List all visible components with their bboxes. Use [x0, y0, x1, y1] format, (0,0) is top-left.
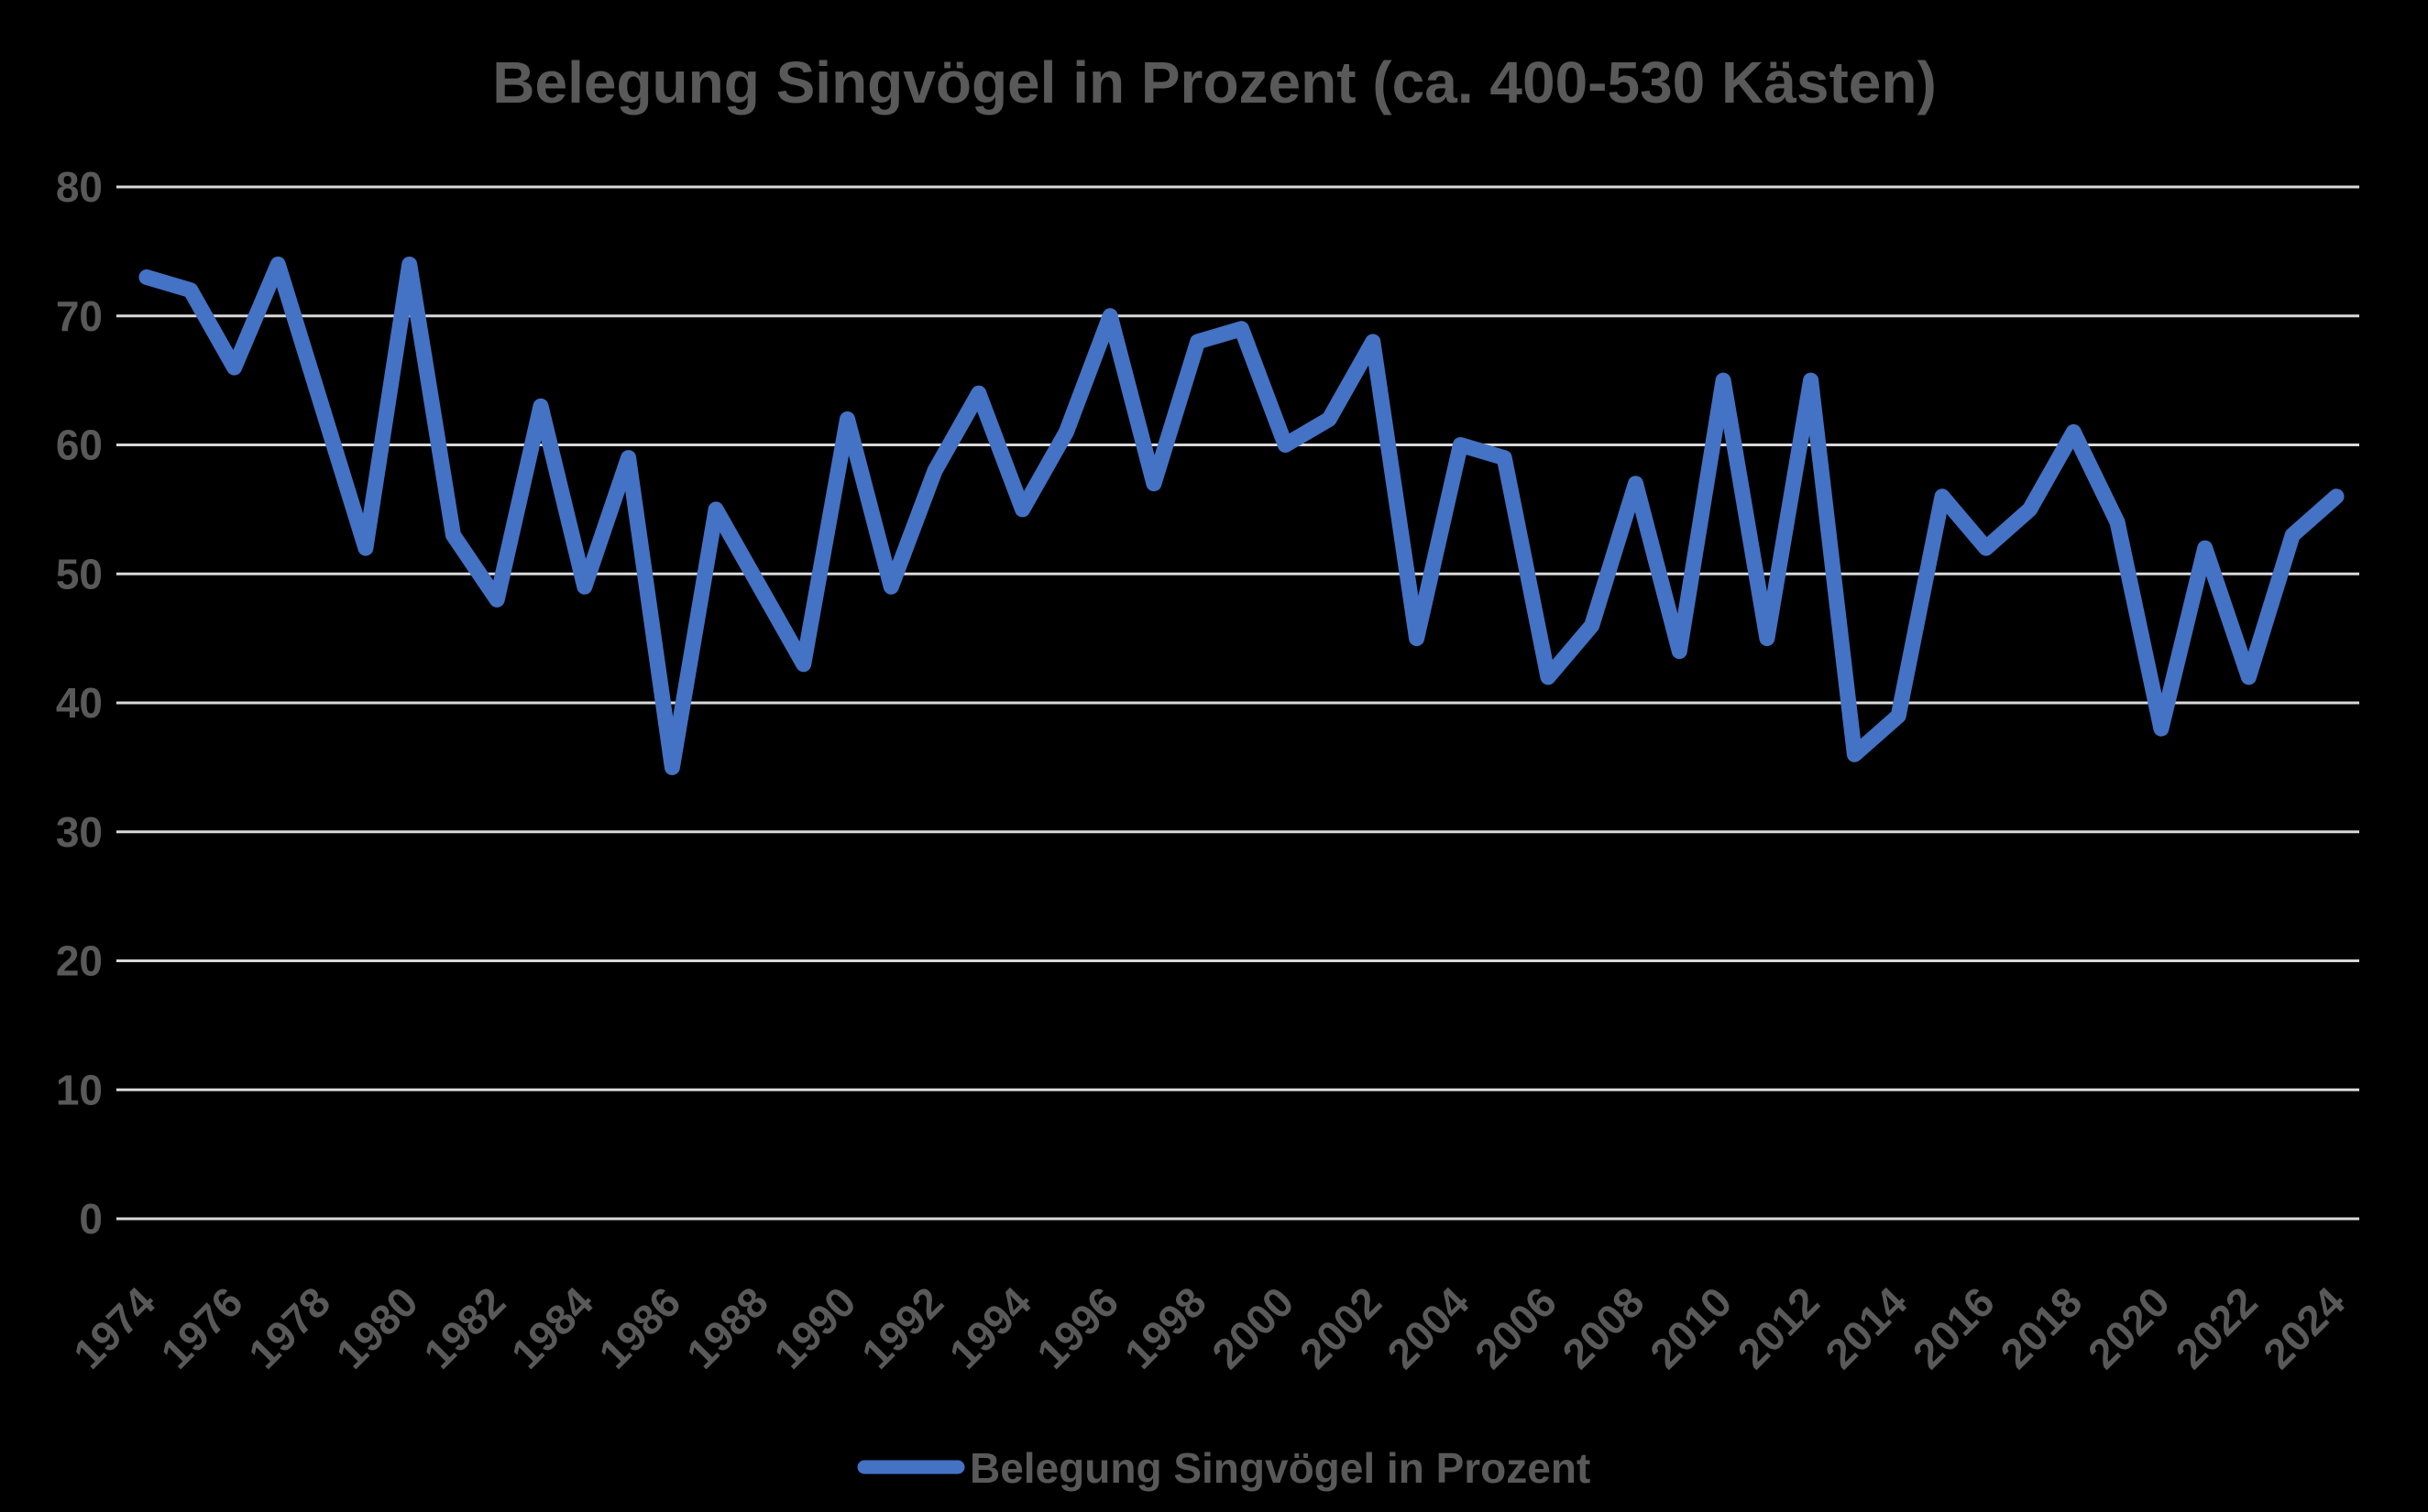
legend-label: Belegung Singvögel in Prozent — [970, 1444, 1590, 1492]
y-axis-tick-label: 50 — [56, 550, 103, 597]
y-axis-tick-label: 20 — [56, 937, 103, 985]
x-axis-tick-label: 2016 — [1904, 1277, 2004, 1377]
y-axis-tick-label: 60 — [56, 422, 103, 469]
x-axis-tick-label: 1994 — [940, 1277, 1040, 1377]
x-axis-tick-label: 1976 — [151, 1277, 251, 1377]
y-axis-tick-label: 0 — [79, 1195, 103, 1243]
x-axis-tick-label: 1978 — [239, 1277, 339, 1377]
x-axis-tick-label: 2014 — [1816, 1277, 1916, 1377]
y-axis-tick-label: 10 — [56, 1066, 103, 1113]
x-axis-tick-label: 2010 — [1641, 1277, 1741, 1377]
gridlines — [116, 185, 2359, 1221]
x-axis-labels: 1974197619781980198219841986198819901992… — [64, 1277, 2354, 1377]
x-axis-tick-label: 1980 — [327, 1277, 427, 1377]
x-axis-tick-label: 2020 — [2079, 1277, 2179, 1377]
y-axis-labels: 0 10 20 30 40 50 60 70 80 — [56, 163, 103, 1243]
y-axis-tick-label: 80 — [56, 163, 103, 211]
x-axis-tick-label: 2002 — [1291, 1277, 1390, 1377]
x-axis-tick-label: 1974 — [64, 1277, 164, 1377]
x-axis-tick-label: 2012 — [1729, 1277, 1829, 1377]
x-axis-tick-label: 1984 — [502, 1277, 602, 1377]
data-line — [138, 257, 2345, 775]
x-axis-tick-label: 1992 — [852, 1277, 952, 1377]
y-axis-tick-label: 40 — [56, 679, 103, 727]
y-axis-tick-label: 30 — [56, 808, 103, 856]
chart-title: Belegung Singvögel in Prozent (ca. 400-5… — [492, 49, 1937, 115]
x-axis-tick-label: 1996 — [1027, 1277, 1127, 1377]
x-axis-tick-label: 1998 — [1115, 1277, 1215, 1377]
x-axis-tick-label: 1982 — [414, 1277, 514, 1377]
x-axis-tick-label: 2022 — [2166, 1277, 2266, 1377]
x-axis-tick-label: 2004 — [1378, 1277, 1478, 1377]
legend: Belegung Singvögel in Prozent — [857, 1444, 1590, 1492]
x-axis-tick-label: 1986 — [589, 1277, 689, 1377]
y-axis-tick-label: 70 — [56, 292, 103, 340]
x-axis-tick-label: 1990 — [764, 1277, 864, 1377]
x-axis-tick-label: 2000 — [1203, 1277, 1302, 1377]
x-axis-tick-label: 2006 — [1466, 1277, 1566, 1377]
x-axis-tick-label: 1988 — [677, 1277, 777, 1377]
x-axis-tick-label: 2018 — [1991, 1277, 2091, 1377]
x-axis-tick-label: 2024 — [2254, 1277, 2354, 1377]
x-axis-tick-label: 2008 — [1553, 1277, 1653, 1377]
